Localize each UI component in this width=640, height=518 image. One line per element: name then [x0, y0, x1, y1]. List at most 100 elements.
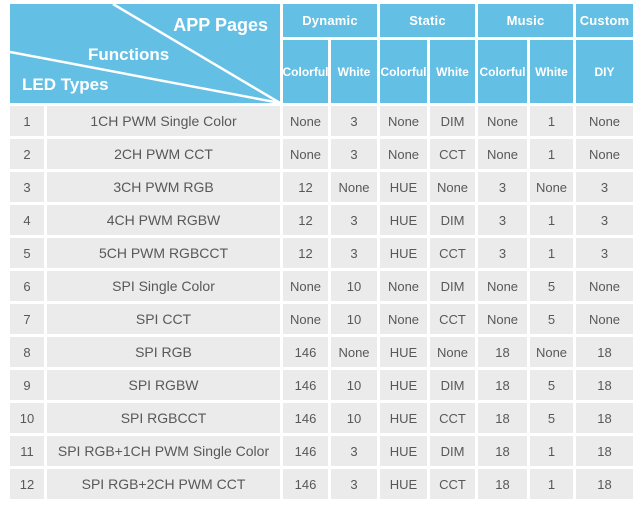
value-cell: 3 [478, 205, 527, 235]
group-header-custom: Custom [576, 4, 633, 37]
functions-label: Functions [88, 45, 170, 64]
led-type-name: 2CH PWM CCT [47, 139, 280, 169]
value-cell: HUE [380, 205, 427, 235]
value-cell: 146 [283, 469, 328, 499]
value-cell: 18 [478, 337, 527, 367]
value-cell: HUE [380, 403, 427, 433]
row-number: 1 [10, 106, 44, 136]
value-cell: DIM [430, 205, 475, 235]
group-header-static: Static [380, 4, 475, 37]
value-cell: None [478, 304, 527, 334]
value-cell: None [576, 139, 633, 169]
value-cell: 3 [331, 469, 377, 499]
value-cell: 18 [478, 469, 527, 499]
led-type-name: 4CH PWM RGBW [47, 205, 280, 235]
value-cell: HUE [380, 370, 427, 400]
row-number: 9 [10, 370, 44, 400]
value-cell: CCT [430, 469, 475, 499]
value-cell: 12 [283, 172, 328, 202]
value-cell: 12 [283, 205, 328, 235]
value-cell: HUE [380, 172, 427, 202]
value-cell: 10 [331, 304, 377, 334]
value-cell: None [576, 304, 633, 334]
value-cell: HUE [380, 436, 427, 466]
value-cell: 1 [530, 106, 573, 136]
value-cell: 12 [283, 238, 328, 268]
value-cell: None [283, 106, 328, 136]
value-cell: None [380, 139, 427, 169]
value-cell: 3 [331, 436, 377, 466]
value-cell: 1 [530, 238, 573, 268]
sub-header-dynamic-colorful: Colorful [283, 40, 329, 103]
led-type-name: SPI RGB [47, 337, 280, 367]
led-type-name: SPI RGBCCT [47, 403, 280, 433]
sub-header-static-colorful: Colorful [380, 40, 427, 103]
row-number: 12 [10, 469, 44, 499]
value-cell: None [530, 172, 573, 202]
value-cell: 18 [576, 403, 633, 433]
value-cell: 3 [576, 238, 633, 268]
row-number: 11 [10, 436, 44, 466]
led-type-name: 3CH PWM RGB [47, 172, 280, 202]
value-cell: 1 [530, 139, 573, 169]
value-cell: None [478, 139, 527, 169]
group-header-dynamic: Dynamic [283, 4, 377, 37]
sub-header-static-white: White [430, 40, 475, 103]
value-cell: HUE [380, 469, 427, 499]
value-cell: None [283, 271, 328, 301]
diagonal-divider-lines [10, 4, 280, 103]
value-cell: CCT [430, 304, 475, 334]
row-number: 3 [10, 172, 44, 202]
spec-table: APP Pages Functions LED Types Dynamic St… [10, 4, 633, 499]
led-type-name: 5CH PWM RGBCCT [47, 238, 280, 268]
value-cell: 10 [331, 370, 377, 400]
value-cell: 3 [478, 172, 527, 202]
value-cell: None [380, 304, 427, 334]
value-cell: 18 [478, 436, 527, 466]
value-cell: 18 [576, 469, 633, 499]
value-cell: 146 [283, 403, 328, 433]
value-cell: 5 [530, 304, 573, 334]
row-number: 6 [10, 271, 44, 301]
row-number: 10 [10, 403, 44, 433]
value-cell: 3 [331, 205, 377, 235]
value-cell: 3 [478, 238, 527, 268]
value-cell: 18 [576, 370, 633, 400]
value-cell: None [478, 106, 527, 136]
value-cell: 10 [331, 403, 377, 433]
led-type-name: SPI RGBW [47, 370, 280, 400]
diagonal-header-cell: APP Pages Functions LED Types [10, 4, 280, 103]
value-cell: 146 [283, 370, 328, 400]
value-cell: DIM [430, 370, 475, 400]
row-number: 8 [10, 337, 44, 367]
value-cell: 3 [331, 139, 377, 169]
value-cell: 1 [530, 205, 573, 235]
value-cell: None [576, 106, 633, 136]
value-cell: HUE [380, 337, 427, 367]
value-cell: None [331, 172, 377, 202]
value-cell: 5 [530, 370, 573, 400]
led-type-name: SPI RGB+1CH PWM Single Color [47, 436, 280, 466]
value-cell: 10 [331, 271, 377, 301]
row-number: 2 [10, 139, 44, 169]
value-cell: None [380, 106, 427, 136]
value-cell: 18 [478, 403, 527, 433]
row-number: 7 [10, 304, 44, 334]
sub-header-custom-diy: DIY [576, 40, 633, 103]
value-cell: None [530, 337, 573, 367]
led-type-name: 1CH PWM Single Color [47, 106, 280, 136]
value-cell: 1 [530, 436, 573, 466]
value-cell: HUE [380, 238, 427, 268]
value-cell: DIM [430, 106, 475, 136]
value-cell: 1 [530, 469, 573, 499]
value-cell: None [331, 337, 377, 367]
value-cell: CCT [430, 139, 475, 169]
led-type-name: SPI Single Color [47, 271, 280, 301]
value-cell: None [283, 139, 328, 169]
value-cell: DIM [430, 436, 475, 466]
value-cell: None [380, 271, 427, 301]
value-cell: 18 [576, 436, 633, 466]
value-cell: 3 [331, 106, 377, 136]
sub-header-music-colorful: Colorful [478, 40, 527, 103]
led-types-label: LED Types [22, 75, 109, 94]
